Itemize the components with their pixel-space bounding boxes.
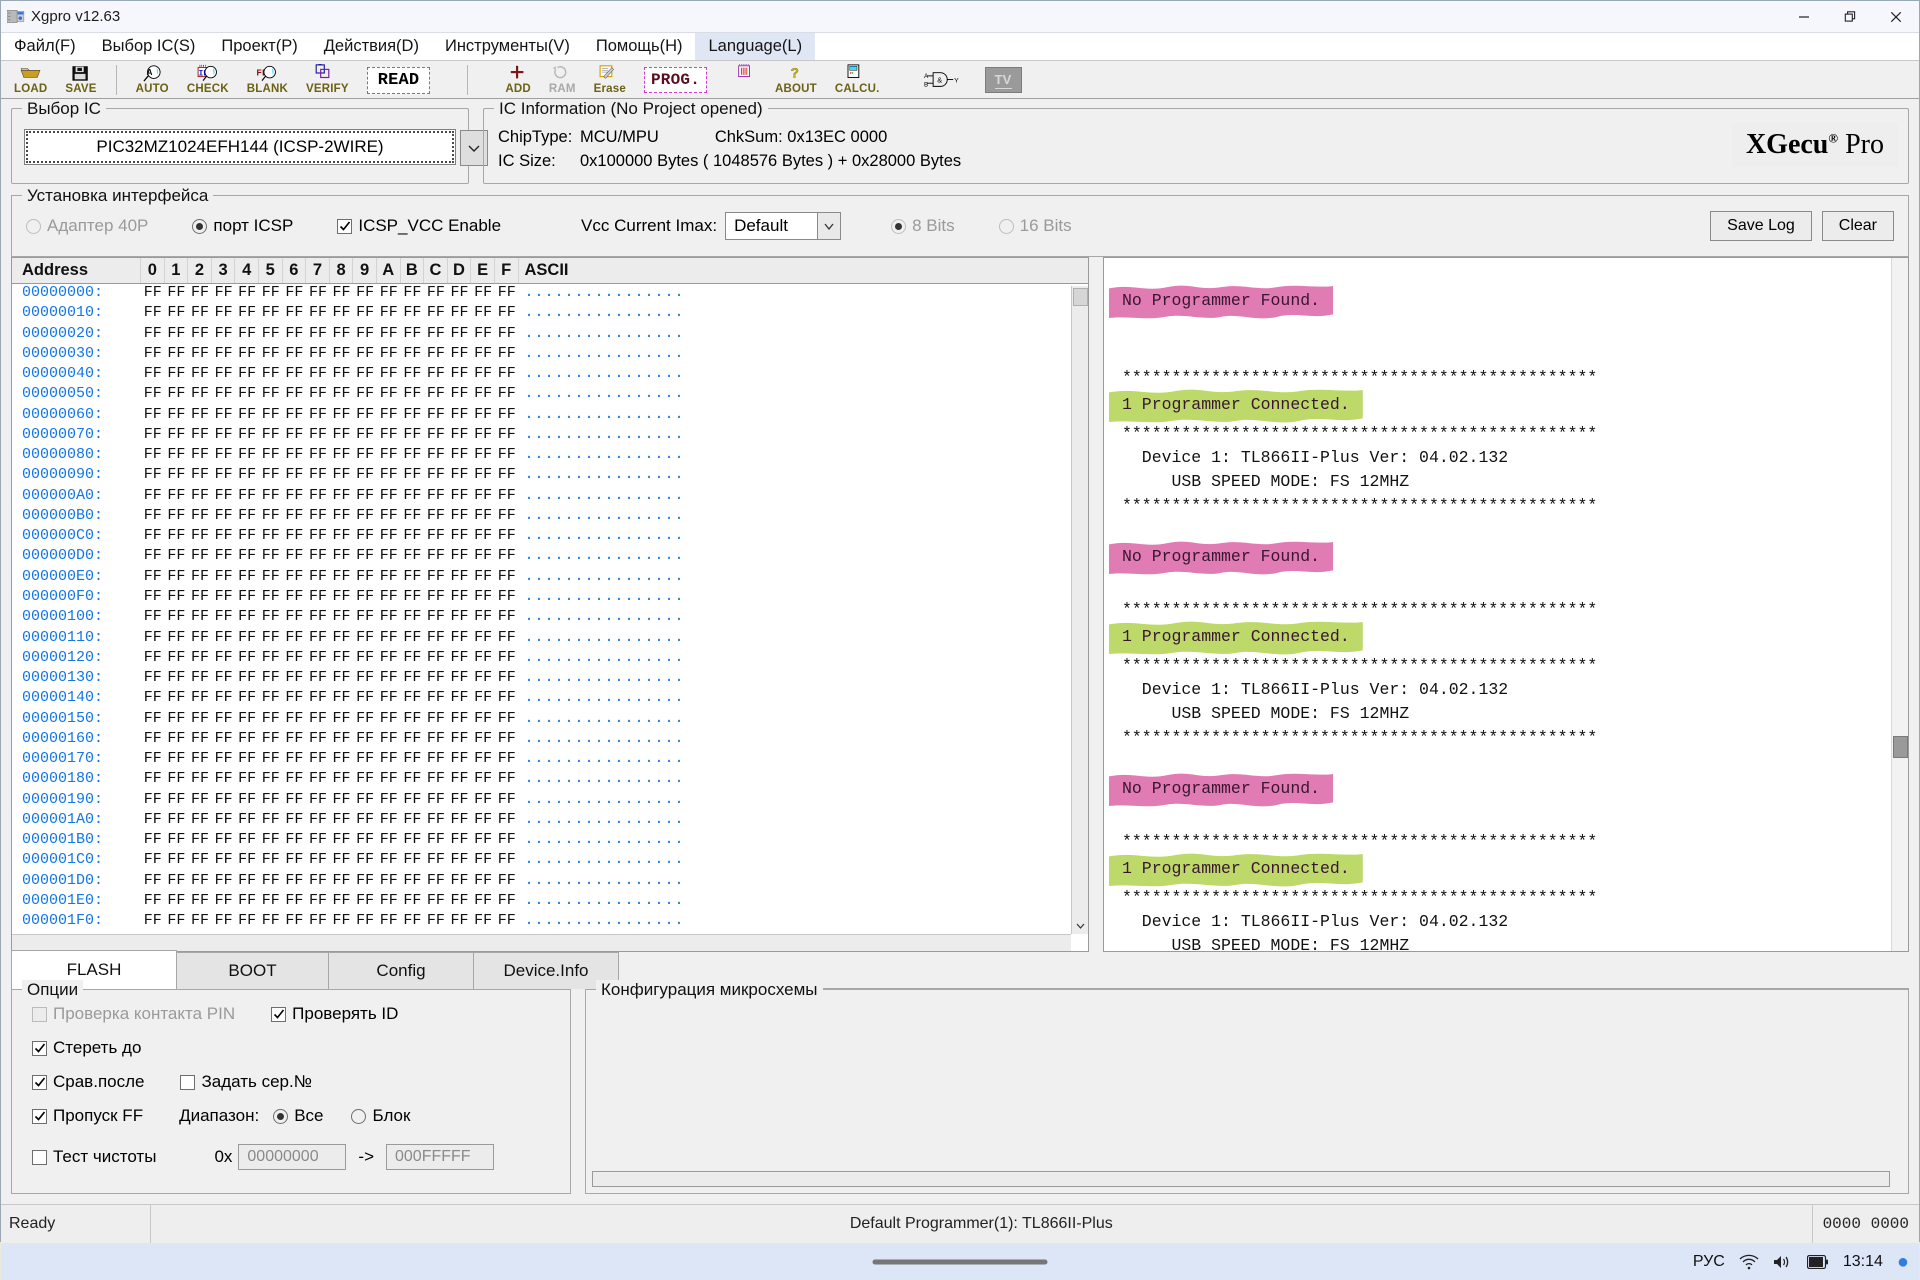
svg-text:&: & [937,75,942,84]
svg-text:Y: Y [954,77,959,84]
svg-text:A: A [924,73,929,80]
svg-text:?: ? [791,66,799,81]
svg-text:A: A [147,68,153,77]
svg-text:B: B [924,81,928,88]
